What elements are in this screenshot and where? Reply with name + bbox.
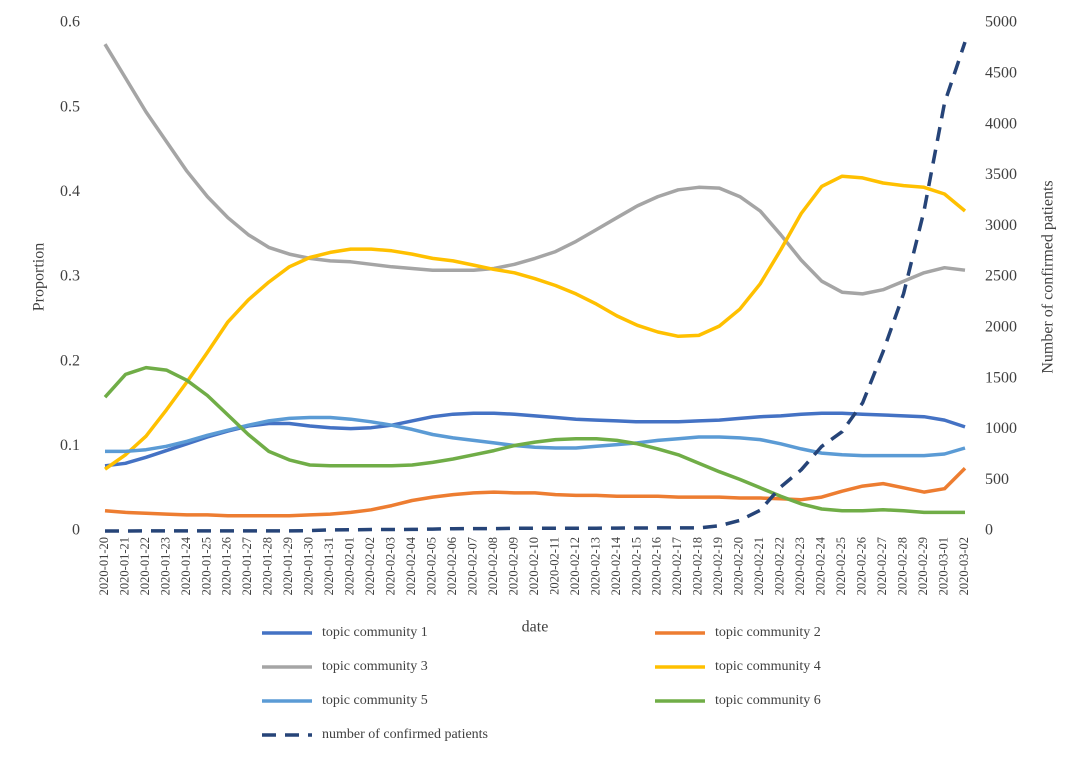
legend-label: topic community 1	[322, 625, 428, 640]
x-tick-label: 2020-01-25	[199, 537, 213, 595]
y2-tick-label: 2500	[985, 268, 1017, 285]
x-tick-label: 2020-02-23	[793, 537, 807, 595]
legend-label: topic community 5	[322, 693, 428, 708]
x-tick-label: 2020-02-07	[465, 537, 479, 595]
x-tick-label: 2020-02-16	[650, 537, 664, 595]
y-tick-label: 0.5	[60, 98, 80, 115]
x-tick-label: 2020-01-31	[322, 537, 336, 595]
x-tick-label: 2020-02-02	[363, 537, 377, 595]
x-tick-label: 2020-02-29	[916, 537, 930, 595]
x-tick-label: 2020-02-05	[424, 537, 438, 595]
x-tick-label: 2020-02-15	[629, 537, 643, 595]
x-tick-label: 2020-02-12	[568, 537, 582, 595]
x-tick-label: 2020-02-22	[773, 537, 787, 595]
x-tick-label: 2020-01-27	[240, 537, 254, 595]
x-tick-label: 2020-02-17	[670, 537, 684, 595]
x-tick-label: 2020-02-10	[527, 537, 541, 595]
x-tick-label: 2020-01-21	[117, 537, 131, 595]
y-tick-label: 0.3	[60, 268, 80, 285]
y-tick-label: 0.6	[60, 14, 80, 31]
x-tick-label: 2020-01-24	[179, 536, 193, 595]
y-axis-title: Proportion	[31, 243, 48, 311]
y2-tick-label: 0	[985, 522, 993, 539]
x-tick-label: 2020-02-27	[875, 537, 889, 595]
x-tick-label: 2020-01-30	[302, 537, 316, 595]
legend-label: topic community 2	[715, 625, 821, 640]
series-line	[103, 365, 965, 515]
y-tick-label: 0.2	[60, 352, 80, 369]
x-tick-label: 2020-03-02	[957, 537, 971, 595]
legend-label: topic community 3	[322, 659, 428, 674]
y-tick-label: 0	[72, 522, 80, 539]
series-line	[103, 43, 966, 296]
x-tick-label: 2020-01-29	[281, 537, 295, 595]
y2-tick-label: 2000	[985, 318, 1017, 335]
x-tick-label: 2020-02-11	[547, 537, 561, 595]
series-line	[104, 467, 967, 518]
x-tick-label: 2020-02-14	[609, 536, 623, 595]
x-tick-label: 2020-01-20	[97, 537, 111, 595]
series-line	[103, 174, 967, 471]
x-tick-label: 2020-02-24	[814, 536, 828, 595]
x-tick-label: 2020-02-13	[588, 537, 602, 595]
x-tick-label: 2020-02-25	[834, 537, 848, 595]
y2-tick-label: 5000	[985, 14, 1017, 31]
y2-axis-title: Number of confirmed patients	[1040, 180, 1057, 373]
legend-label: topic community 6	[715, 693, 821, 708]
y2-tick-label: 1000	[985, 420, 1017, 437]
y2-tick-label: 3000	[985, 217, 1017, 234]
x-tick-label: 2020-02-09	[506, 537, 520, 595]
x-tick-label: 2020-02-20	[732, 537, 746, 595]
x-tick-label: 2020-02-28	[895, 537, 909, 595]
x-tick-label: 2020-02-01	[343, 537, 357, 595]
x-tick-label: 2020-01-26	[220, 537, 234, 595]
y2-tick-label: 500	[985, 471, 1009, 488]
y2-tick-label: 1500	[985, 369, 1017, 386]
y-tick-label: 0.4	[60, 183, 80, 200]
x-tick-label: 2020-02-04	[404, 536, 418, 595]
x-axis-title: date	[522, 619, 549, 636]
x-tick-label: 2020-02-21	[752, 537, 766, 595]
x-tick-label: 2020-02-06	[445, 537, 459, 595]
legend-label: topic community 4	[715, 659, 821, 674]
x-tick-label: 2020-01-23	[158, 537, 172, 595]
y2-tick-label: 4000	[985, 115, 1017, 132]
x-tick-label: 2020-03-01	[936, 537, 950, 595]
x-tick-label: 2020-02-18	[691, 537, 705, 595]
y2-tick-label: 3500	[985, 166, 1017, 183]
x-tick-label: 2020-01-28	[261, 537, 275, 595]
y2-tick-label: 4500	[985, 64, 1017, 81]
x-tick-label: 2020-02-19	[711, 537, 725, 595]
series-line	[105, 41, 967, 533]
x-tick-label: 2020-02-08	[486, 537, 500, 595]
series-line	[105, 415, 966, 458]
x-tick-label: 2020-01-22	[138, 537, 152, 595]
x-tick-label: 2020-02-03	[384, 537, 398, 595]
x-tick-label: 2020-02-26	[854, 537, 868, 595]
y-tick-label: 0.1	[60, 437, 80, 454]
legend-label: number of confirmed patients	[322, 727, 488, 742]
